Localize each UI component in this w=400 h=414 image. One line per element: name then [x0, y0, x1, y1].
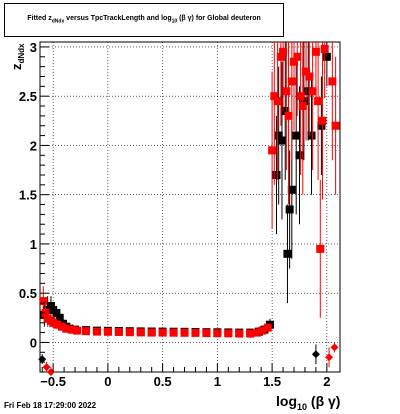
x-tick-label: −0.5: [40, 374, 66, 389]
data-point: [305, 72, 314, 81]
data-point: [39, 297, 48, 306]
title-box: Fitted zdNdx versus TpcTrackLength and l…: [4, 3, 284, 37]
data-point: [277, 136, 286, 145]
data-point: [258, 326, 267, 335]
data-point: [281, 106, 290, 115]
y-tick-label: 2.5: [19, 89, 37, 104]
data-point: [270, 92, 279, 101]
data-point: [292, 131, 301, 140]
y-tick-label: 2: [30, 138, 37, 153]
data-point: [169, 328, 178, 337]
data-point: [235, 329, 244, 338]
data-point: [299, 97, 308, 106]
data-point: [55, 313, 64, 322]
data-point: [311, 47, 320, 56]
x-tick-label: 0: [104, 374, 111, 389]
data-point: [330, 343, 339, 352]
series-layer: [38, 42, 340, 376]
data-point: [296, 92, 305, 101]
data-point: [49, 318, 58, 327]
data-point: [316, 244, 325, 253]
data-point: [322, 52, 331, 61]
timestamp: Fri Feb 18 17:29:00 2022: [4, 401, 97, 410]
data-point: [67, 325, 76, 334]
data-point: [52, 308, 61, 317]
data-point: [318, 116, 327, 125]
data-point: [103, 327, 112, 336]
svg-text:zdNdx: zdNdx: [9, 43, 26, 70]
data-point: [276, 52, 285, 61]
data-point: [285, 205, 294, 214]
x-axis-label: log10 (β γ): [276, 393, 341, 412]
x-tick-label: 1: [214, 374, 221, 389]
data-point: [92, 327, 101, 336]
data-point: [314, 97, 323, 106]
data-point: [38, 355, 47, 364]
data-point: [57, 322, 66, 331]
data-point: [62, 324, 71, 333]
chart-title: Fitted zdNdx versus TpcTrackLength and l…: [27, 15, 261, 25]
data-point: [317, 121, 326, 130]
data-point: [293, 52, 302, 61]
y-tick-label: 0.5: [19, 286, 37, 301]
data-point: [304, 87, 313, 96]
data-point: [274, 131, 283, 140]
y-tick-label: 3: [30, 40, 37, 55]
data-point: [81, 327, 90, 336]
data-point: [191, 328, 200, 337]
data-point: [158, 328, 167, 337]
data-point: [287, 185, 296, 194]
data-point: [302, 67, 311, 76]
y-tick-label: 0: [30, 335, 37, 350]
data-point: [136, 328, 145, 337]
data-point: [41, 308, 50, 317]
data-point: [320, 44, 329, 53]
data-point: [325, 353, 334, 362]
data-point: [213, 329, 222, 338]
data-point: [114, 328, 123, 337]
data-point: [283, 249, 292, 258]
data-point: [272, 170, 281, 179]
data-point: [53, 320, 62, 329]
y-tick-label: 1: [30, 237, 37, 252]
x-tick-label: 1.5: [263, 374, 281, 389]
data-point: [308, 87, 317, 96]
data-point: [279, 47, 288, 56]
data-point: [287, 77, 296, 86]
y-tick-label: 1.5: [19, 188, 37, 203]
data-point: [311, 350, 320, 359]
x-tick-label: 0.5: [154, 374, 172, 389]
data-point: [273, 97, 282, 106]
data-point: [331, 121, 340, 130]
data-point: [246, 329, 255, 338]
axes: −0.5 0 0.5 1 1.5 2 0 0.5 1 1.5 2 2.5 3: [19, 40, 331, 389]
data-point: [252, 328, 261, 337]
plot-frame: [39, 41, 341, 373]
data-point: [180, 328, 189, 337]
data-point: [295, 151, 304, 160]
data-point: [147, 328, 156, 337]
x-tick-label: 2: [323, 374, 330, 389]
data-point: [290, 57, 299, 66]
data-point: [328, 77, 337, 86]
data-point: [263, 323, 272, 332]
data-point: [202, 329, 211, 338]
data-point: [73, 326, 82, 335]
data-point: [125, 328, 134, 337]
data-point: [284, 111, 293, 120]
data-point: [224, 329, 233, 338]
data-point: [268, 146, 277, 155]
data-point: [307, 131, 316, 140]
data-point: [298, 102, 307, 111]
data-point: [42, 363, 51, 372]
data-point: [282, 87, 291, 96]
y-axis-label: zdNdx: [9, 43, 26, 70]
